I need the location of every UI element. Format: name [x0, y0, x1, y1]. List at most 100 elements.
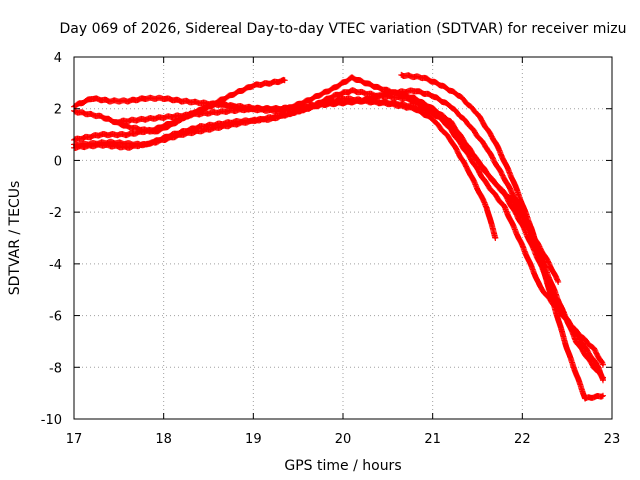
data-point: [261, 117, 264, 121]
y-tick-label: -6: [49, 310, 62, 325]
x-tick-label: 23: [604, 432, 621, 447]
data-point: [431, 117, 434, 121]
data-point: [252, 107, 255, 110]
data-point: [377, 86, 381, 90]
data-point: [574, 340, 578, 343]
data-point: [597, 366, 600, 369]
y-tick-label: 0: [54, 154, 62, 169]
data-point: [440, 117, 443, 121]
data-point: [557, 280, 560, 284]
data-point: [341, 97, 345, 100]
data-point: [126, 146, 129, 149]
data-point: [126, 133, 129, 136]
data-point: [279, 107, 282, 110]
y-tick-label: -2: [49, 206, 62, 221]
data-point: [117, 120, 121, 123]
data-point: [431, 107, 434, 110]
data-point: [440, 84, 443, 87]
data-point: [332, 86, 336, 90]
data-point: [449, 120, 452, 123]
data-point: [485, 182, 488, 185]
data-point: [207, 128, 210, 131]
data-point: [422, 107, 425, 110]
data-point: [216, 102, 219, 105]
data-point: [574, 329, 578, 333]
data-point: [592, 366, 596, 369]
data-point: [467, 169, 470, 172]
data-point: [99, 143, 103, 147]
data-point: [601, 394, 605, 397]
data-point: [99, 115, 103, 118]
data-point: [350, 89, 354, 92]
data-point: [350, 76, 354, 79]
data-point: [332, 94, 336, 98]
data-point: [234, 123, 237, 126]
data-point: [422, 76, 425, 79]
data-point: [153, 141, 156, 144]
x-tick-label: 19: [245, 432, 262, 447]
data-point: [521, 223, 524, 227]
data-point: [512, 179, 515, 183]
data-point: [252, 84, 255, 87]
data-point: [288, 112, 291, 116]
data-point: [601, 376, 605, 379]
data-point: [566, 348, 569, 351]
data-point: [359, 99, 363, 103]
data-point: [198, 112, 201, 116]
data-point: [583, 397, 587, 400]
x-axis-label: GPS time / hours: [284, 458, 401, 474]
x-tick-label: 20: [335, 432, 352, 447]
data-point: [395, 102, 398, 105]
data-point: [386, 92, 389, 95]
data-point: [449, 138, 452, 141]
data-point: [539, 285, 542, 289]
data-point: [180, 99, 183, 103]
data-point: [494, 182, 497, 185]
data-point: [270, 81, 273, 85]
data-point: [153, 130, 156, 134]
data-point: [503, 177, 506, 180]
series-track-7: [398, 71, 606, 402]
data-point: [503, 205, 506, 209]
x-tick-label: 18: [155, 432, 172, 447]
data-point: [467, 123, 470, 126]
data-point: [431, 94, 434, 98]
y-tick-label: -8: [49, 361, 62, 376]
data-point: [476, 112, 479, 116]
data-point: [476, 159, 479, 162]
data-point: [485, 146, 488, 149]
data-point: [485, 205, 488, 209]
data-points: [71, 71, 606, 402]
data-point: [144, 117, 147, 121]
data-point: [283, 79, 286, 82]
data-point: [400, 73, 403, 77]
data-point: [557, 298, 560, 302]
data-point: [458, 136, 461, 139]
data-point: [413, 97, 416, 100]
data-point: [305, 104, 309, 108]
data-point: [126, 125, 129, 128]
chart-title: Day 069 of 2026, Sidereal Day-to-day VTE…: [60, 21, 627, 37]
y-tick-label: -4: [49, 258, 62, 273]
data-point: [592, 348, 596, 351]
x-tick-label: 17: [66, 432, 83, 447]
x-tick-label: 22: [514, 432, 531, 447]
data-point: [99, 133, 103, 136]
data-point: [521, 244, 524, 247]
data-point: [458, 94, 461, 98]
data-point: [530, 226, 533, 229]
axis-ticks: 17 18 19 20 21 22 23 -10 -8 -6 -4 -2 0 2 4: [41, 51, 621, 447]
y-tick-label: -10: [41, 413, 62, 428]
y-tick-label: 4: [54, 51, 62, 66]
data-point: [548, 288, 551, 291]
data-point: [171, 115, 174, 118]
data-point: [467, 154, 470, 157]
data-point: [126, 99, 129, 103]
data-point: [234, 92, 237, 95]
data-point: [144, 97, 147, 100]
y-tick-label: 2: [54, 103, 62, 118]
data-point: [198, 125, 201, 128]
data-point: [494, 236, 497, 240]
